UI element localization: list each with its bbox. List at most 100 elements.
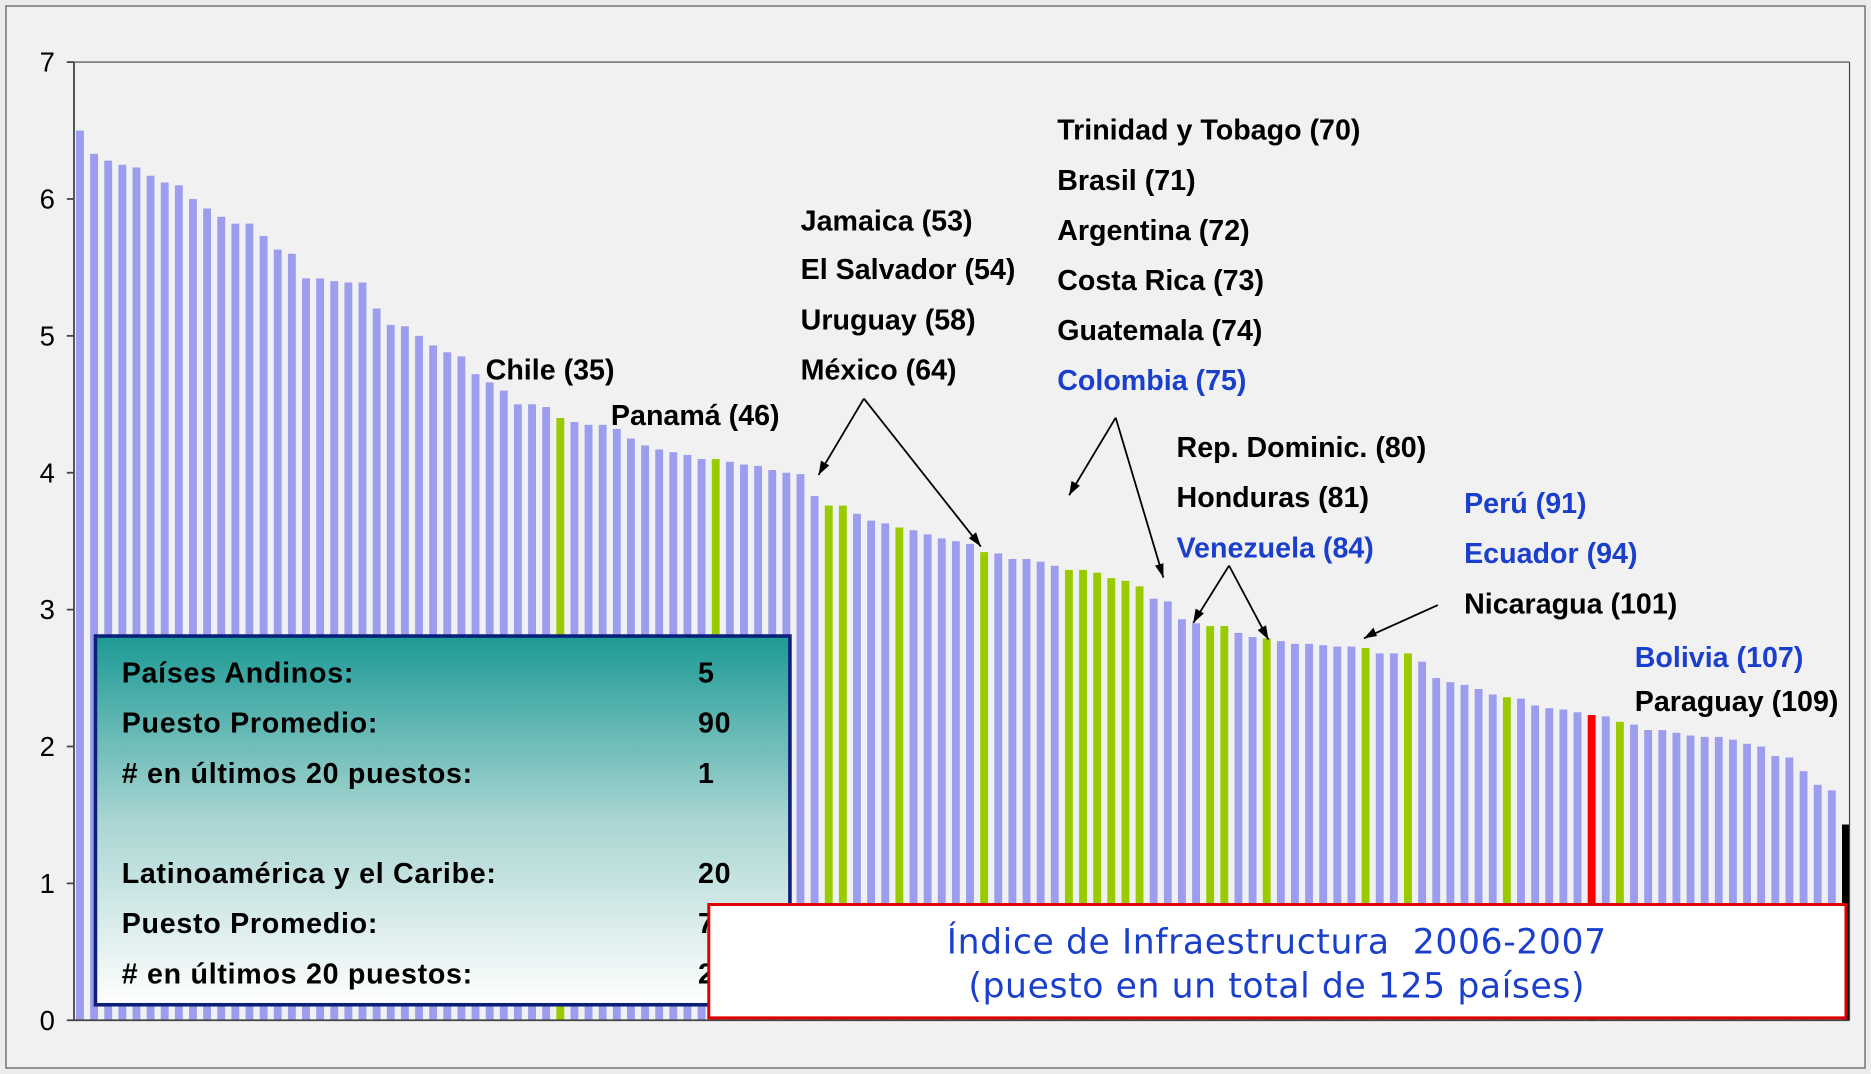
bar: [1008, 558, 1017, 1021]
bar: [1601, 716, 1610, 1021]
info-label: Puesto Promedio:: [122, 908, 378, 940]
bar: [1291, 643, 1299, 1021]
bar: [1361, 647, 1370, 1021]
bar: [1771, 756, 1780, 1021]
bar: [1149, 598, 1158, 1021]
annotation: Uruguay (58): [801, 304, 976, 336]
arrowhead: [1155, 563, 1164, 578]
y-tick-label: 1: [40, 868, 55, 899]
bar: [1785, 757, 1794, 1021]
annotation: Jamaica (53): [801, 205, 973, 237]
bar: [1446, 682, 1455, 1021]
bar: [1672, 732, 1681, 1021]
y-tick-label: 3: [40, 594, 55, 625]
bar: [146, 175, 155, 1021]
bar: [1488, 694, 1497, 1021]
annotation: Panamá (46): [611, 400, 780, 432]
bar: [1460, 684, 1469, 1021]
info-label: # en últimos 20 puestos:: [122, 758, 473, 790]
bar: [838, 505, 847, 1021]
bar: [810, 496, 819, 1021]
bar: [937, 538, 946, 1021]
bar: [1545, 708, 1554, 1021]
bar: [1813, 784, 1822, 1021]
info-value: 20: [698, 858, 731, 890]
bar: [1135, 586, 1144, 1021]
bar: [966, 543, 974, 1021]
bar: [1559, 709, 1568, 1021]
annotation: Brasil (71): [1057, 165, 1195, 197]
bar: [174, 185, 183, 1021]
bar: [895, 527, 904, 1021]
info-value: 5: [698, 658, 715, 690]
bar: [1220, 626, 1229, 1021]
bar: [1615, 721, 1624, 1021]
bar: [1107, 578, 1116, 1021]
bar: [1248, 636, 1257, 1021]
annotation: Colombia (75): [1057, 365, 1246, 397]
bar: [1630, 724, 1638, 1021]
bar: [1531, 705, 1540, 1021]
y-tick-label: 6: [40, 184, 55, 215]
bar: [1192, 623, 1200, 1021]
annotation: Nicaragua (101): [1464, 588, 1677, 620]
y-tick-label: 5: [40, 320, 55, 351]
title-box: [707, 903, 1848, 1020]
arrowhead: [1257, 625, 1269, 640]
bar: [1022, 558, 1031, 1021]
bar: [1418, 661, 1427, 1021]
bar: [1333, 646, 1342, 1021]
bar: [1389, 653, 1398, 1021]
bar: [231, 223, 240, 1021]
bar: [1728, 739, 1737, 1021]
bar: [1262, 638, 1271, 1021]
bar: [1757, 746, 1766, 1021]
info-label: # en últimos 20 puestos:: [122, 958, 473, 990]
bar: [1050, 565, 1059, 1021]
bar: [1319, 645, 1328, 1021]
y-tick-label: 0: [40, 1005, 55, 1036]
info-label: Puesto Promedio:: [122, 708, 378, 740]
bar: [1799, 771, 1808, 1021]
bar: [245, 223, 254, 1021]
bar: [1206, 626, 1215, 1021]
bar: [104, 160, 113, 1021]
bar: [1163, 601, 1172, 1021]
bar: [1375, 653, 1384, 1021]
annotation: El Salvador (54): [801, 254, 1016, 286]
arrow: [1068, 417, 1165, 578]
bar: [90, 153, 99, 1021]
arrowhead: [968, 532, 981, 547]
bar: [217, 216, 226, 1021]
bar: [1064, 569, 1073, 1021]
bar: [1644, 730, 1653, 1021]
annotation: Rep. Dominic. (80): [1177, 432, 1427, 464]
arrowhead: [818, 460, 830, 475]
bar: [1093, 572, 1102, 1021]
bar: [1036, 561, 1045, 1021]
annotation: Costa Rica (73): [1057, 265, 1264, 297]
bar: [1276, 641, 1285, 1021]
bar: [259, 235, 268, 1021]
bar: [994, 553, 1003, 1021]
bar: [1432, 678, 1441, 1021]
bar: [1347, 646, 1356, 1021]
bar: [1743, 743, 1751, 1021]
bar: [951, 541, 960, 1021]
info-box: [93, 634, 792, 1007]
bar: [76, 130, 84, 1021]
annotation: Guatemala (74): [1057, 315, 1262, 347]
y-tick-label: 7: [40, 47, 55, 78]
arrowhead: [1069, 480, 1080, 496]
annotations: Chile (35) Panamá (46) Jamaica (53) El Salv…: [486, 115, 1839, 719]
bar: [824, 505, 833, 1021]
bar: [909, 530, 918, 1021]
bar: [1587, 715, 1596, 1021]
bar: [1474, 689, 1483, 1021]
bar: [1305, 643, 1314, 1021]
bar: [1517, 698, 1525, 1021]
bar: [203, 208, 212, 1021]
arrowheads: [818, 460, 1377, 640]
bar: [118, 164, 127, 1021]
